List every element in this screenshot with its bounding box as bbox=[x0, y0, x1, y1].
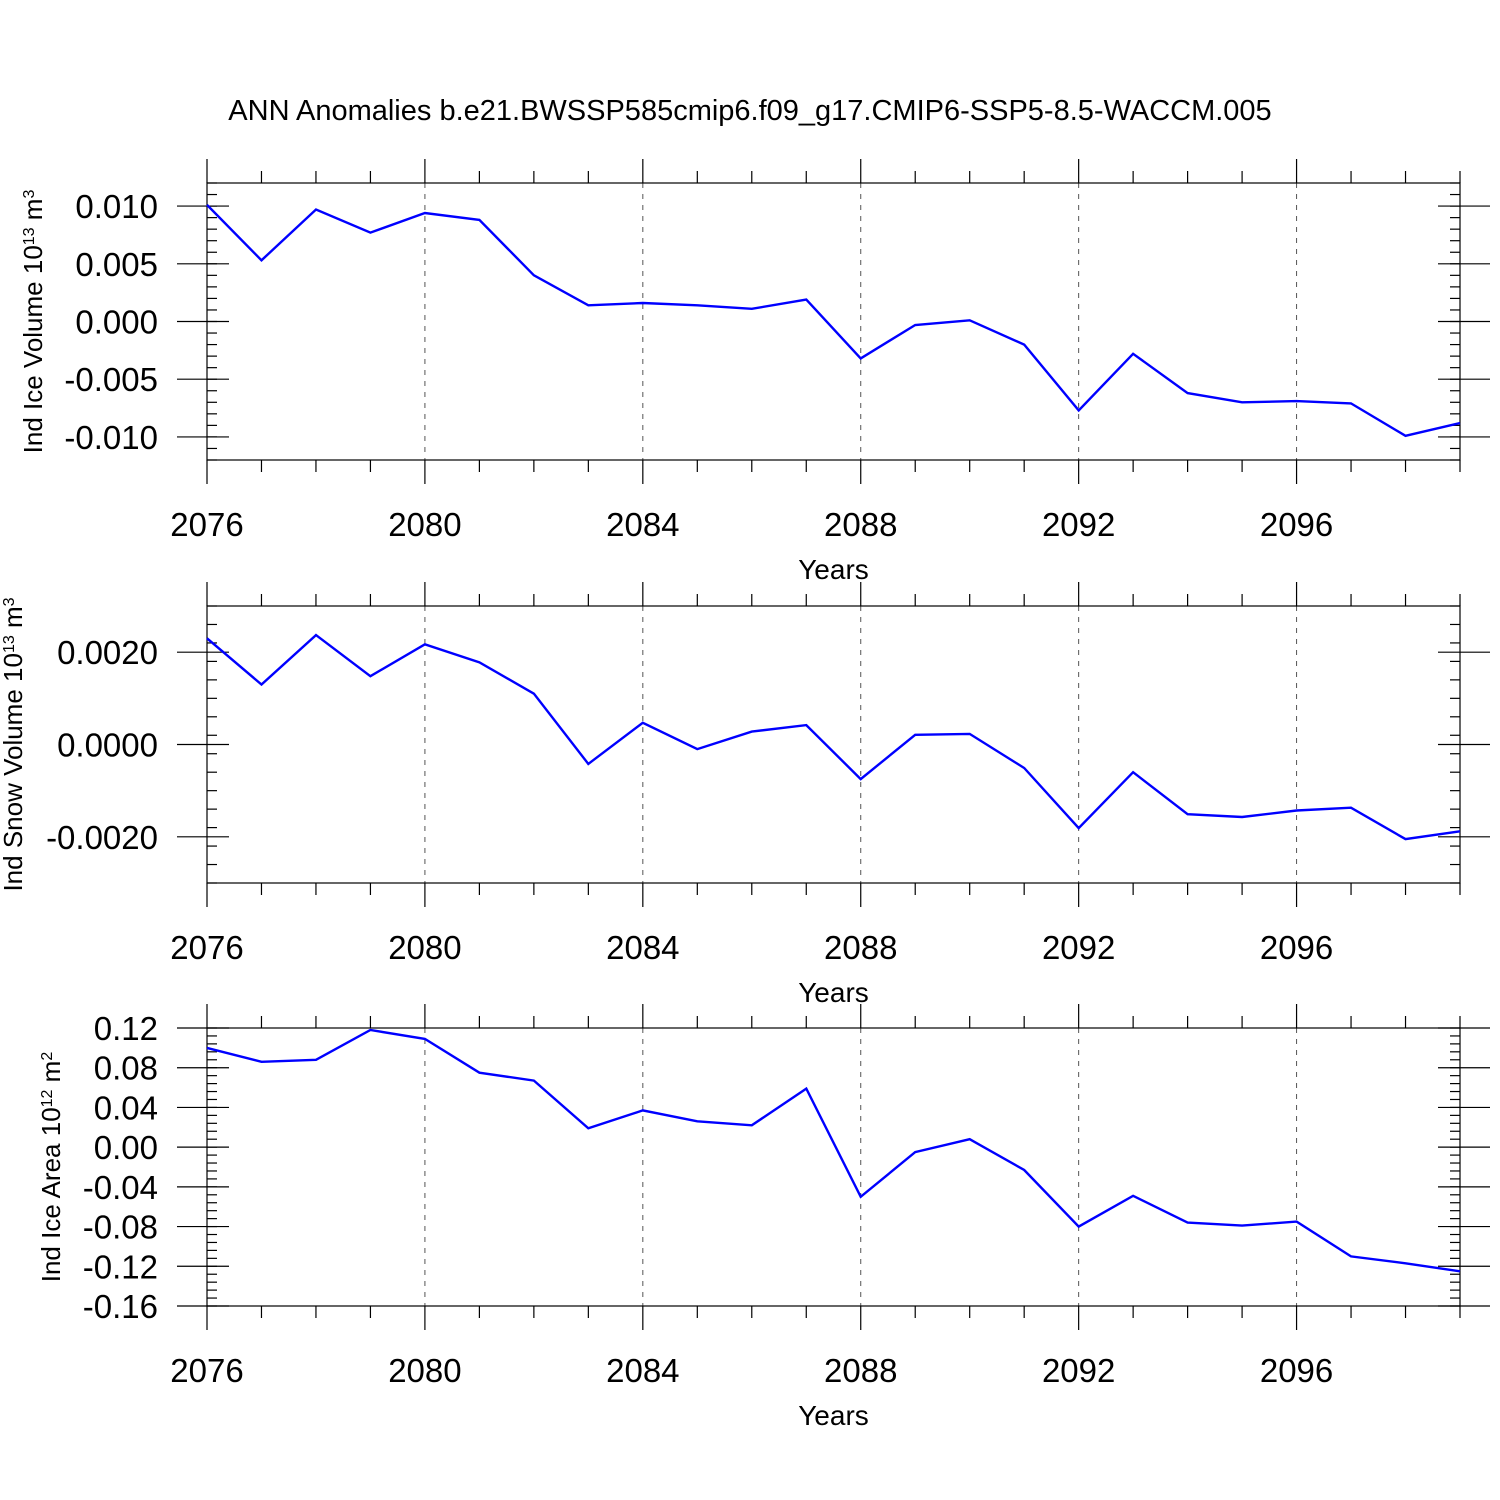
y-axis-label-text: Ind Ice Volume 10 bbox=[18, 245, 48, 453]
x-axis-label: Years bbox=[798, 554, 869, 585]
y-tick-label: 0.000 bbox=[75, 304, 158, 341]
x-tick-label: 2076 bbox=[170, 929, 243, 966]
x-tick-label: 2076 bbox=[170, 1352, 243, 1389]
panel-1: 2076 2080 2084 2088 2092 2096 Years 0.010 0.005 0… bbox=[18, 159, 1490, 585]
y-axis-label: Ind Ice Volume 1013 m3 bbox=[18, 190, 48, 454]
panel-2: 2076 2080 2084 2088 2092 2096 Years 0.0020 0.000… bbox=[0, 582, 1490, 1008]
y-tick-label: -0.08 bbox=[83, 1209, 158, 1246]
x-tick-label: 2092 bbox=[1042, 506, 1115, 543]
y-axis-label-text: m bbox=[18, 199, 48, 228]
y-axis-label-exponent: 2 bbox=[39, 1052, 56, 1061]
y-axis-label-text: Ind Snow Volume 10 bbox=[0, 653, 28, 892]
y-tick-label: -0.0020 bbox=[46, 819, 158, 856]
series-line bbox=[206, 204, 1461, 438]
y-axis-label-text: Ind Ice Area 10 bbox=[36, 1107, 66, 1282]
x-tick-label: 2076 bbox=[170, 506, 243, 543]
y-axis-label-text: m bbox=[0, 606, 28, 635]
y-tick-label: -0.010 bbox=[64, 419, 158, 456]
y-tick-label: -0.04 bbox=[83, 1169, 158, 1206]
x-tick-label: 2080 bbox=[388, 1352, 461, 1389]
y-axis-label-exponent: 3 bbox=[1, 597, 18, 606]
y-tick-label: 0.04 bbox=[94, 1089, 158, 1126]
y-tick-label: -0.12 bbox=[83, 1248, 158, 1285]
x-tick-label: 2080 bbox=[388, 506, 461, 543]
y-axis-label-exponent: 3 bbox=[21, 190, 38, 199]
y-tick-label: 0.0020 bbox=[57, 634, 158, 671]
x-tick-label: 2080 bbox=[388, 929, 461, 966]
y-tick-label: 0.0000 bbox=[57, 727, 158, 764]
x-tick-label: 2096 bbox=[1260, 506, 1333, 543]
y-axis-label-text: m bbox=[36, 1061, 66, 1090]
y-tick-label: 0.08 bbox=[94, 1050, 158, 1087]
x-tick-label: 2088 bbox=[824, 1352, 897, 1389]
x-axis-label: Years bbox=[798, 977, 869, 1008]
plot-frame bbox=[206, 605, 1461, 884]
x-axis-label: Years bbox=[798, 1400, 869, 1431]
figure-title: ANN Anomalies b.e21.BWSSP585cmip6.f09_g1… bbox=[228, 95, 1271, 127]
x-tick-label: 2084 bbox=[606, 506, 679, 543]
panels: 2076 2080 2084 2088 2092 2096 Years 0.010 0.005 0… bbox=[0, 159, 1490, 1431]
series-line bbox=[206, 633, 1461, 841]
y-tick-label: 0.00 bbox=[94, 1129, 158, 1166]
y-tick-label: 0.005 bbox=[75, 246, 158, 283]
y-tick-label: -0.16 bbox=[83, 1288, 158, 1325]
y-axis-label: Ind Snow Volume 1013 m3 bbox=[0, 597, 28, 891]
x-tick-label: 2096 bbox=[1260, 929, 1333, 966]
panel-3: 2076 2080 2084 2088 2092 2096Years0.120.080.0… bbox=[36, 1004, 1490, 1431]
series-line bbox=[206, 1028, 1461, 1273]
y-axis-label-exponent: 13 bbox=[1, 635, 18, 653]
x-tick-label: 2092 bbox=[1042, 929, 1115, 966]
y-axis-label-exponent: 12 bbox=[39, 1089, 56, 1107]
y-axis-label: Ind Ice Area 1012 m2 bbox=[36, 1052, 66, 1283]
plot-frame bbox=[206, 1027, 1461, 1307]
y-tick-label: -0.005 bbox=[64, 361, 158, 398]
y-axis-label-exponent: 13 bbox=[21, 227, 38, 245]
y-tick-label: 0.010 bbox=[75, 188, 158, 225]
x-tick-label: 2084 bbox=[606, 929, 679, 966]
x-tick-label: 2096 bbox=[1260, 1352, 1333, 1389]
x-tick-label: 2088 bbox=[824, 506, 897, 543]
x-tick-label: 2088 bbox=[824, 929, 897, 966]
x-tick-label: 2092 bbox=[1042, 1352, 1115, 1389]
y-tick-label: 0.12 bbox=[94, 1010, 158, 1047]
x-tick-label: 2084 bbox=[606, 1352, 679, 1389]
